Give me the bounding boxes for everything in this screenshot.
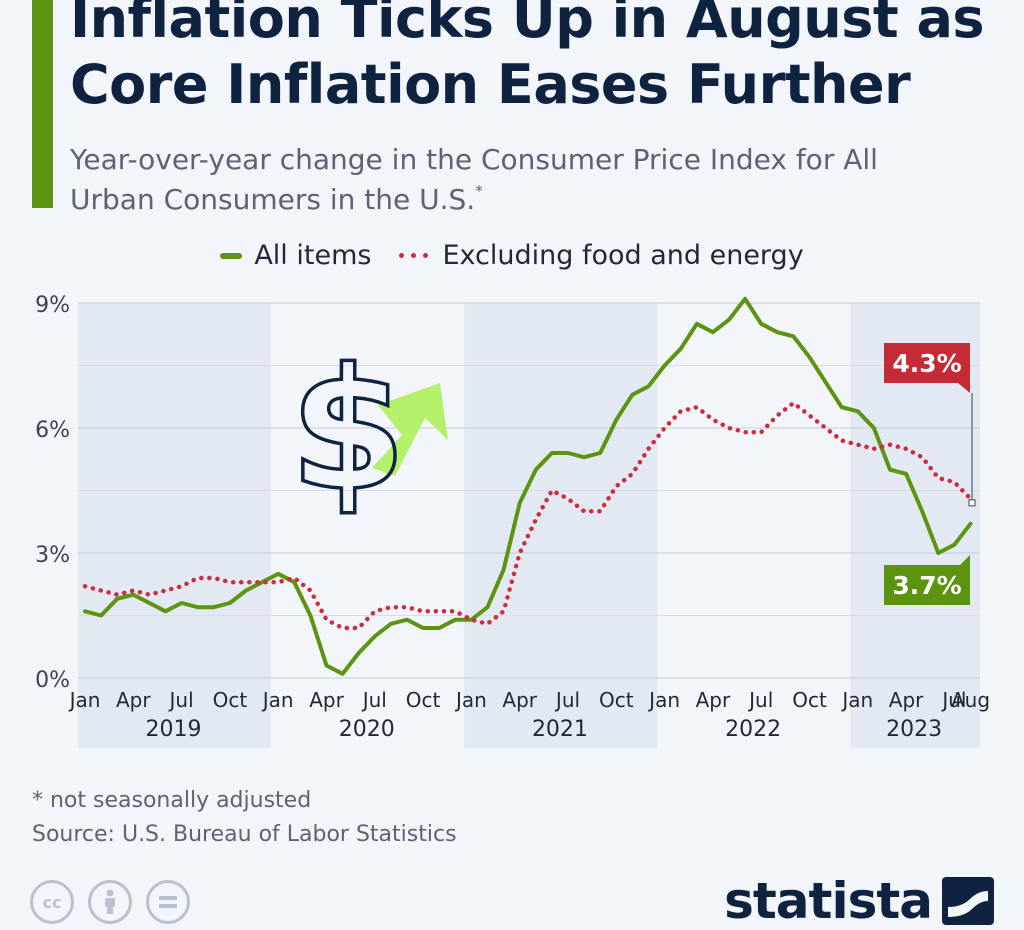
footnote: * not seasonally adjusted [32, 788, 312, 813]
x-tick-label: Oct [599, 688, 634, 712]
y-tick-label: 9% [35, 293, 70, 318]
legend-swatch-dotted [399, 253, 429, 258]
end-label-text: 3.7% [892, 571, 961, 600]
x-tick-label: Apr [889, 688, 924, 712]
x-tick-label: Apr [309, 688, 344, 712]
decoration: $ [288, 330, 448, 530]
year-label: 2023 [886, 717, 942, 742]
year-label: 2022 [725, 717, 781, 742]
end-label-marker [968, 499, 976, 507]
statista-logo[interactable]: statista [724, 872, 994, 930]
end-label-3.7%: 3.7% [884, 555, 970, 605]
year-label: 2019 [146, 717, 202, 742]
year-label: 2020 [339, 717, 395, 742]
end-label-text: 4.3% [892, 349, 961, 378]
x-tick-label: Jan [261, 688, 294, 712]
inflation-line-chart: 0%3%6%9% Jan Apr Jul Oct Jan Apr Jul Oct Jan Apr J… [35, 293, 990, 748]
legend-label-core: Excluding food and energy [442, 240, 804, 271]
x-tick-label: Jul [554, 688, 580, 712]
cc-icon-text: cc [42, 892, 62, 912]
cc-icon[interactable]: cc [30, 880, 74, 924]
up-arrow-icon [372, 383, 448, 476]
x-tick-label: Jan [840, 688, 873, 712]
license-icons: cc [30, 880, 190, 924]
x-tick-label: Apr [502, 688, 537, 712]
no-derivatives-icon[interactable] [146, 880, 190, 924]
x-tick-label: Jan [647, 688, 680, 712]
y-axis: 0% 3% 6% 9% [35, 293, 70, 693]
end-labels: 4.3% 3.7% [884, 343, 976, 605]
end-label-box [884, 343, 970, 393]
grid-lines [78, 302, 980, 679]
x-tick-label: Jul [747, 688, 773, 712]
y-tick-label: 6% [35, 418, 70, 443]
legend-item-core: Excluding food and energy [399, 240, 804, 271]
year-bands [78, 303, 980, 748]
x-tick-label: Apr [696, 688, 731, 712]
year-band-2019 [78, 303, 271, 748]
legend-swatch-solid [220, 252, 243, 259]
x-tick-label: Jul [168, 688, 194, 712]
x-tick-label: Jan [68, 688, 101, 712]
x-tick-label: Jan [454, 688, 487, 712]
series-line-all-items [83, 296, 973, 676]
y-tick-label: 3% [35, 543, 70, 568]
dollar-sign-icon: $ [290, 332, 407, 528]
x-axis: Jan Apr Jul Oct Jan Apr Jul Oct Jan Apr Jul Oct Jan A… [68, 688, 990, 742]
title-accent-bar [32, 0, 53, 208]
attribution-icon[interactable] [88, 880, 132, 924]
year-band-2021 [464, 303, 658, 748]
x-tick-label: Jul [940, 688, 966, 712]
x-tick-label: Oct [792, 688, 827, 712]
x-tick-label: Oct [406, 688, 441, 712]
subtitle-footnote-mark: * [475, 182, 483, 200]
chart-subtitle: Year-over-year change in the Consumer Pr… [70, 140, 970, 220]
end-label-box [884, 555, 970, 605]
x-tick-label: Jul [361, 688, 387, 712]
legend-label-all-items: All items [254, 240, 372, 271]
y-tick-label: 0% [35, 668, 70, 693]
series-lines [82, 296, 973, 676]
x-tick-label-last: Aug [951, 688, 990, 712]
x-tick-label: Oct [213, 688, 248, 712]
end-label-4.3%: 4.3% [884, 343, 976, 507]
chart-legend: All items Excluding food and energy [0, 240, 1024, 271]
subtitle-text: Year-over-year change in the Consumer Pr… [70, 143, 878, 216]
series-line-core [82, 400, 973, 631]
source-note: Source: U.S. Bureau of Labor Statistics [32, 822, 457, 847]
legend-item-all-items: All items [220, 240, 371, 271]
year-label: 2021 [532, 717, 588, 742]
x-tick-label: Apr [116, 688, 151, 712]
brand-wordmark: statista [724, 872, 933, 930]
statista-mark-icon [942, 877, 994, 925]
chart-title: Inflation Ticks Up in August as Core Inf… [70, 0, 985, 116]
